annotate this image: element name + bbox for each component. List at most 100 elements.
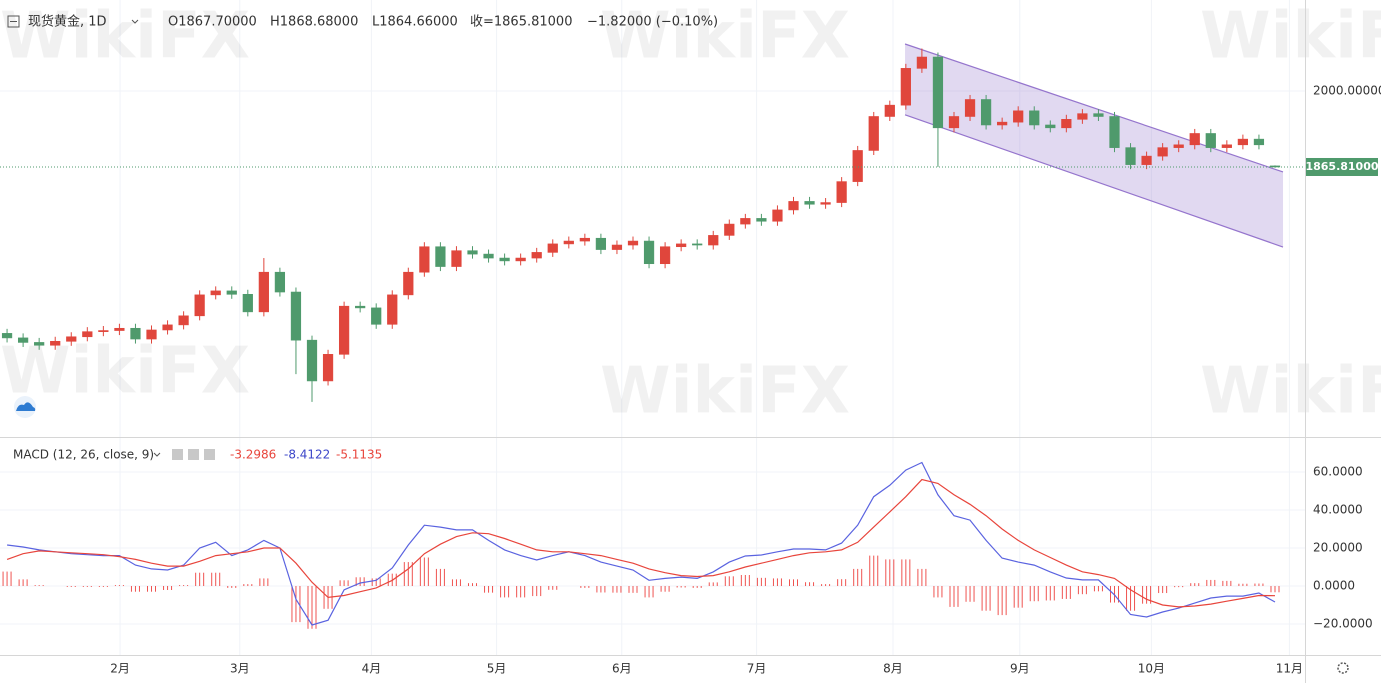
y-tick-label: 20.0000 <box>1313 541 1363 555</box>
macd-line <box>7 461 1276 626</box>
candle-body <box>1029 110 1040 126</box>
settings-icon[interactable] <box>188 449 199 460</box>
candle-body <box>1061 119 1072 129</box>
ohlc-high: H1868.68000 <box>270 15 358 30</box>
candle-body <box>258 271 269 313</box>
candle-body <box>692 243 703 246</box>
candle-body <box>708 235 719 246</box>
x-tick-label: 2月 <box>110 662 130 676</box>
y-tick-label: 40.0000 <box>1313 502 1363 516</box>
candle-body <box>355 305 366 309</box>
candle-body <box>114 327 125 331</box>
channel-lower <box>904 114 1284 248</box>
y-tick-label: 60.0000 <box>1313 464 1363 478</box>
candle-body <box>1205 133 1216 148</box>
candle-body <box>804 201 815 205</box>
candle-body <box>772 209 783 222</box>
candle-body <box>1045 124 1056 129</box>
candle-body <box>852 150 863 182</box>
candle-body <box>547 243 558 253</box>
x-tick-label: 10月 <box>1138 662 1165 676</box>
candle-body <box>1077 113 1088 120</box>
ohlc-close: 收=1865.81000 <box>470 15 572 30</box>
candle-body <box>659 246 671 265</box>
candle-body <box>242 293 253 313</box>
candle-body <box>884 104 895 117</box>
settings-gear[interactable] <box>1337 662 1349 674</box>
channel-upper <box>904 43 1284 173</box>
candle-body <box>515 257 526 262</box>
ohlc-low: L1864.66000 <box>372 15 458 30</box>
candle-body <box>1237 138 1249 146</box>
candle-body <box>932 56 944 129</box>
candle-body <box>900 68 911 106</box>
candle-body <box>980 99 992 126</box>
candle-body <box>724 223 735 236</box>
macd-value: -8.4122 <box>284 448 330 462</box>
candle-body <box>98 330 109 332</box>
candle-body <box>563 240 574 245</box>
candle-body <box>740 218 751 225</box>
candle-body <box>1013 110 1024 123</box>
symbol-title[interactable]: 现货黄金, 1D <box>28 14 107 30</box>
x-tick-label: 4月 <box>362 662 382 676</box>
candle-body <box>1269 165 1281 168</box>
close-icon[interactable] <box>204 449 215 460</box>
candle-body <box>1221 144 1232 148</box>
chevron[interactable] <box>153 452 161 457</box>
y-tick-label: 0.0000 <box>1313 579 1355 593</box>
candle-body <box>435 246 446 267</box>
candle-body <box>1 333 13 339</box>
candle-body <box>210 290 221 296</box>
candle-body <box>403 271 414 296</box>
candle-body <box>1125 147 1136 165</box>
chevron[interactable] <box>131 19 139 24</box>
x-tick-label: 7月 <box>747 662 767 676</box>
watermark: WikiFX <box>0 335 250 409</box>
candle-body <box>194 294 205 317</box>
candle-body <box>948 116 960 129</box>
candle-body <box>868 116 879 151</box>
candle-body <box>1253 138 1265 146</box>
candle-body <box>50 340 61 346</box>
candle-body <box>306 339 318 382</box>
candle-body <box>531 252 542 259</box>
candle-body <box>34 342 45 346</box>
candle-body <box>579 237 590 242</box>
candle-body <box>387 294 398 325</box>
x-tick-label: 5月 <box>487 662 507 676</box>
candle-body <box>1173 144 1184 148</box>
macd-title: MACD (12, 26, close, 9) <box>13 448 154 462</box>
eye-icon[interactable] <box>172 449 183 460</box>
watermark: WikiFX <box>1200 355 1381 429</box>
last-price-box <box>1306 157 1378 176</box>
x-tick-label: 8月 <box>883 662 903 676</box>
candle-body <box>611 244 623 250</box>
candle-body <box>226 290 237 295</box>
watermarks: WikiFX WikiFX WikiFX WikiFX WikiFX WikiF… <box>0 0 1381 429</box>
macd-hist-value: -3.2986 <box>230 448 276 462</box>
candle-body <box>1189 133 1200 146</box>
candle-body <box>338 305 350 355</box>
ohlc-change: −1.82000 (−0.10%) <box>587 15 718 30</box>
plot <box>0 43 1305 629</box>
collapse-icon[interactable] <box>7 15 20 28</box>
candle-body <box>451 250 462 267</box>
watermark: WikiFX <box>1200 0 1381 74</box>
candle-body <box>371 307 382 325</box>
candle-body <box>836 181 847 203</box>
candle-body <box>595 237 607 250</box>
candle-body <box>66 336 77 342</box>
candle-body <box>467 250 478 255</box>
candle-body <box>1141 155 1152 165</box>
candle-body <box>820 202 831 205</box>
x-tick-label: 6月 <box>612 662 632 676</box>
candle-body <box>1157 147 1168 157</box>
candle-body <box>178 315 189 326</box>
candle-body <box>290 291 302 341</box>
candle-body <box>643 240 655 265</box>
candle-body <box>1109 116 1120 148</box>
candle-body <box>483 253 494 259</box>
